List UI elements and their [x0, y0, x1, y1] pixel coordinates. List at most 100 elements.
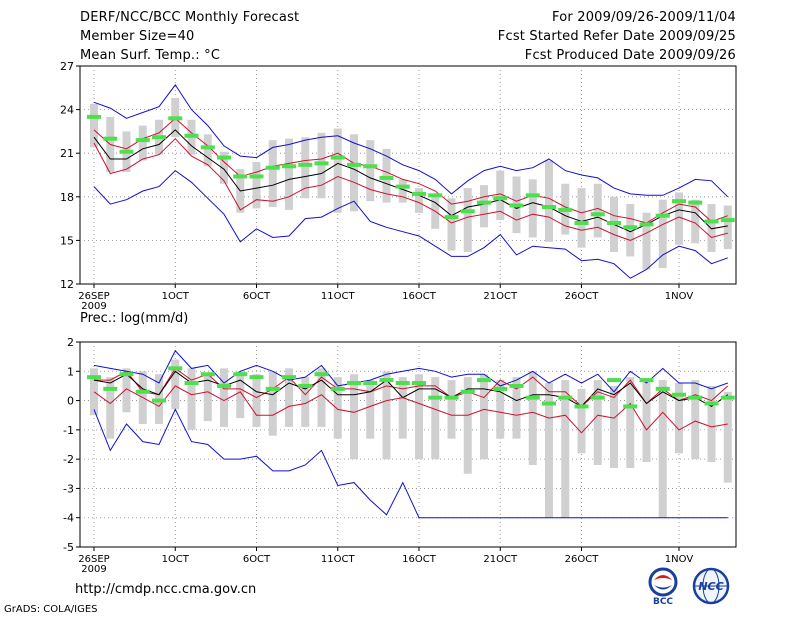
series-line-max — [93, 349, 728, 393]
spread-box — [675, 383, 683, 454]
x-tick-label: 1NOV — [665, 291, 694, 302]
obs-marker — [525, 395, 540, 400]
obs-marker — [477, 378, 491, 383]
plot-frame — [79, 341, 737, 548]
spread-box — [691, 199, 700, 244]
obs-marker — [217, 155, 231, 160]
obs-marker — [184, 133, 199, 138]
spread-box — [626, 204, 635, 257]
obs-marker — [688, 395, 703, 400]
grads-credit: GrADS: COLA/IGES — [4, 604, 98, 615]
spread-box — [496, 170, 505, 221]
spread-box — [642, 212, 651, 270]
spread-box — [366, 140, 375, 202]
spread-box — [187, 368, 196, 430]
spread-box — [350, 134, 358, 212]
spread-box — [723, 391, 732, 483]
source-url[interactable]: http://cmdp.ncc.cma.gov.cn — [75, 582, 257, 597]
obs-marker — [493, 196, 508, 201]
obs-marker — [639, 378, 654, 383]
obs-marker — [135, 138, 150, 143]
y-tick-label: -1 — [63, 424, 74, 437]
spread-box — [610, 385, 618, 468]
member-size: Member Size=40 — [80, 29, 195, 44]
obs-marker — [558, 395, 573, 400]
obs-marker — [87, 375, 101, 380]
obs-marker — [444, 215, 459, 220]
spread-box — [480, 374, 488, 460]
spread-box — [431, 196, 440, 229]
obs-marker — [282, 164, 296, 169]
spread-box — [236, 371, 245, 419]
obs-marker — [135, 389, 150, 394]
obs-marker — [558, 207, 573, 212]
spread-box — [577, 388, 586, 454]
series-line-min — [93, 408, 728, 519]
spread-box — [317, 368, 326, 427]
obs-marker — [314, 372, 329, 377]
spread-box — [415, 374, 423, 460]
x-tick-label: 26OCT — [565, 554, 600, 565]
series-line-mean — [93, 370, 729, 408]
obs-marker — [168, 366, 183, 371]
obs-marker — [412, 381, 426, 385]
series-line-lower — [93, 385, 728, 434]
bcc-logo-text: BCC — [653, 597, 673, 606]
obs-marker — [509, 383, 524, 388]
spread-box — [252, 161, 261, 209]
x-tick-label: 11OCT — [321, 291, 356, 302]
spread-box — [463, 188, 472, 253]
y-tick-label: 0 — [67, 395, 74, 408]
obs-marker — [460, 209, 475, 214]
spread-box — [382, 371, 391, 460]
obs-marker — [477, 200, 491, 205]
series-line-lower — [93, 137, 728, 241]
spread-box — [382, 148, 391, 203]
obs-marker — [428, 395, 443, 400]
spread-box — [301, 377, 310, 427]
x-tick-label: 16OCT — [402, 291, 437, 302]
obs-marker — [347, 162, 361, 167]
x-tick-label: 26OCT — [565, 291, 600, 302]
spread-box — [285, 138, 293, 210]
x-tick-label: 16OCT — [402, 554, 437, 565]
x-year-label: 2009 — [81, 564, 106, 575]
obs-marker — [607, 220, 621, 225]
obs-marker — [119, 149, 134, 154]
x-tick-label: 26SEP — [78, 291, 109, 302]
obs-marker — [265, 386, 280, 391]
spread-box — [268, 371, 277, 436]
spread-box — [707, 385, 716, 463]
obs-marker — [428, 193, 443, 198]
spread-box — [593, 183, 602, 238]
obs-marker — [542, 204, 556, 209]
spread-box — [642, 380, 651, 463]
obs-marker — [103, 136, 118, 141]
spread-box — [480, 185, 488, 228]
obs-marker — [623, 225, 638, 230]
obs-marker — [152, 398, 166, 403]
obs-marker — [330, 155, 345, 160]
y-tick-label: -3 — [63, 482, 74, 495]
spread-box — [707, 204, 716, 253]
chart-title: DERF/NCC/BCC Monthly Forecast — [80, 10, 300, 25]
obs-marker — [200, 145, 215, 150]
obs-marker — [298, 162, 313, 167]
spread-box — [171, 359, 180, 410]
obs-marker — [103, 386, 118, 391]
spread-box — [350, 374, 358, 460]
y-tick-label: 1 — [67, 365, 74, 378]
obs-marker — [509, 203, 524, 208]
y-tick-label: -4 — [63, 512, 74, 525]
spread-box — [220, 368, 228, 427]
obs-marker — [217, 383, 231, 388]
obs-marker — [672, 392, 686, 397]
obs-marker — [363, 381, 378, 385]
obs-marker — [720, 218, 735, 223]
obs-marker — [298, 383, 313, 388]
y-tick-label: 27 — [60, 60, 74, 73]
y-tick-label: 21 — [60, 147, 74, 160]
obs-marker — [119, 372, 134, 377]
obs-marker — [379, 378, 394, 383]
obs-marker — [672, 199, 686, 204]
